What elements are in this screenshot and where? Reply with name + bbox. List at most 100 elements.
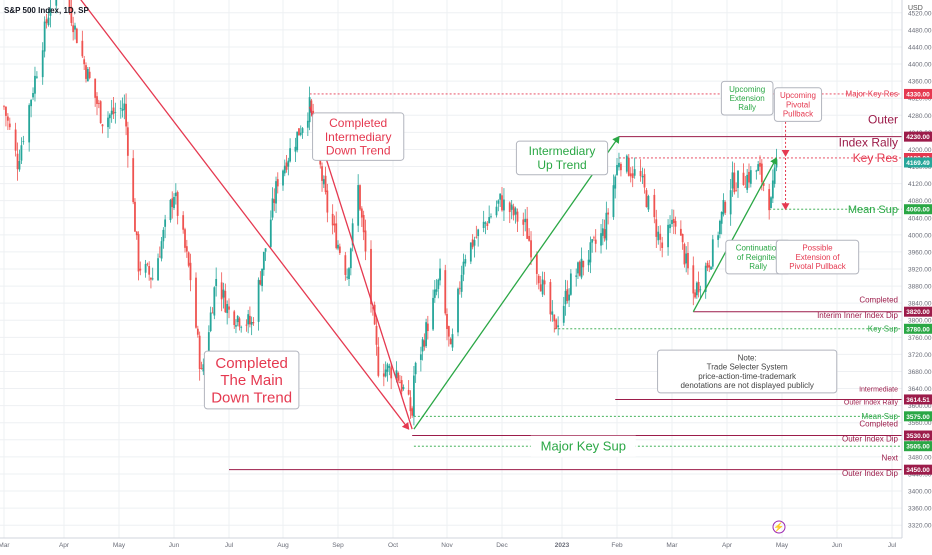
candle-body (362, 215, 365, 233)
candle-body (687, 253, 689, 269)
candle-body (112, 107, 115, 115)
x-tick-label: Apr (59, 542, 70, 549)
candle-body (524, 218, 527, 223)
candle-body (301, 128, 304, 133)
note-box-box (657, 349, 838, 394)
candle-body (564, 290, 567, 305)
note-box-text: Note: (738, 353, 757, 362)
candle-body (137, 234, 140, 272)
continuation-reignited-rally-text: Continuation (736, 244, 781, 253)
candle-body (537, 275, 540, 284)
x-tick-label: Jul (225, 542, 234, 549)
candle-body (469, 242, 472, 262)
x-tick-label: Jun (169, 542, 180, 549)
candle-body (47, 17, 50, 26)
candle-body (409, 397, 412, 412)
candle-body (215, 278, 218, 287)
y-tick-label: 3920.00 (908, 267, 932, 274)
candle-body (685, 253, 688, 264)
candle-body (88, 71, 91, 79)
candle-body (123, 103, 126, 110)
candle-body (164, 219, 167, 227)
candle-body (299, 132, 302, 135)
candle-body (6, 116, 9, 121)
candle-body (108, 114, 111, 119)
candle-body (8, 123, 11, 128)
candle-body (36, 76, 38, 78)
candle-body (692, 265, 695, 294)
candle-body (423, 340, 426, 347)
candle-body (83, 59, 86, 65)
candle-body (501, 195, 503, 211)
candle-body (85, 65, 87, 79)
candle-body (553, 314, 556, 322)
y-tick-label: 4520.00 (908, 10, 932, 17)
candle-body (55, 0, 58, 6)
candle-body (755, 170, 758, 172)
y-tick-label: 3760.00 (908, 335, 932, 342)
x-tick-label: Jul (888, 542, 897, 549)
price-label-bg (904, 131, 932, 142)
candle-body (96, 96, 98, 104)
candle-body (160, 241, 163, 259)
candle-body (600, 233, 602, 246)
x-tick-label: Mar (666, 542, 678, 549)
candle-body (157, 258, 159, 281)
price-label: 3505.00 (906, 444, 930, 451)
level-label: Mean Sup (848, 204, 898, 216)
candle-body (377, 346, 380, 376)
candle-body (333, 223, 336, 226)
candle-body (189, 262, 192, 281)
y-tick-label: 3640.00 (908, 386, 932, 393)
y-tick-label: 4200.00 (908, 147, 932, 154)
candle-body (282, 170, 284, 186)
candle-body (200, 368, 203, 370)
candle-body (74, 25, 76, 30)
candle-body (34, 75, 36, 94)
candle-body (620, 163, 622, 171)
candle-body (566, 289, 569, 301)
major-key-sup-label: Major Key Sup (530, 435, 636, 457)
candle-body (235, 325, 237, 327)
price-label: 3820.00 (906, 309, 930, 316)
upcoming-extension-rally-text: Extension (730, 94, 765, 103)
possible-extension-pullback-text: Extension of (795, 253, 840, 262)
price-label-bg (904, 430, 932, 441)
candle-body (759, 162, 761, 167)
candle-body (41, 50, 44, 78)
candle-body (264, 248, 267, 252)
candle-body (306, 120, 309, 128)
upcoming-pivotal-pullback-box (773, 87, 823, 122)
candle-body (775, 159, 778, 168)
candle-body (240, 326, 243, 328)
x-tick-label: May (113, 542, 126, 549)
candle-body (202, 364, 205, 372)
candle-body (770, 197, 772, 209)
x-tick-label: Sep (332, 542, 344, 549)
candle-body (471, 239, 474, 248)
candle-body (612, 185, 615, 217)
candle-body (421, 339, 424, 352)
candle-body (271, 198, 274, 218)
candle-body (126, 127, 129, 156)
y-tick-label: 3720.00 (908, 352, 932, 359)
candle-body (731, 172, 734, 189)
candle-body (16, 153, 19, 170)
y-tick-label: 4000.00 (908, 232, 932, 239)
candle-body (503, 199, 505, 211)
candle-body (238, 318, 241, 327)
candle-body (139, 268, 142, 271)
y-tick-label: 3800.00 (908, 318, 932, 325)
candle-body (184, 229, 186, 248)
candle-body (618, 162, 620, 168)
price-label: 4230.00 (906, 134, 930, 141)
candle-body (388, 366, 391, 368)
candle-body (475, 236, 478, 238)
candle-body (499, 193, 502, 200)
candle-body (748, 171, 750, 183)
candle-body (477, 229, 480, 237)
candle-body (671, 219, 673, 224)
